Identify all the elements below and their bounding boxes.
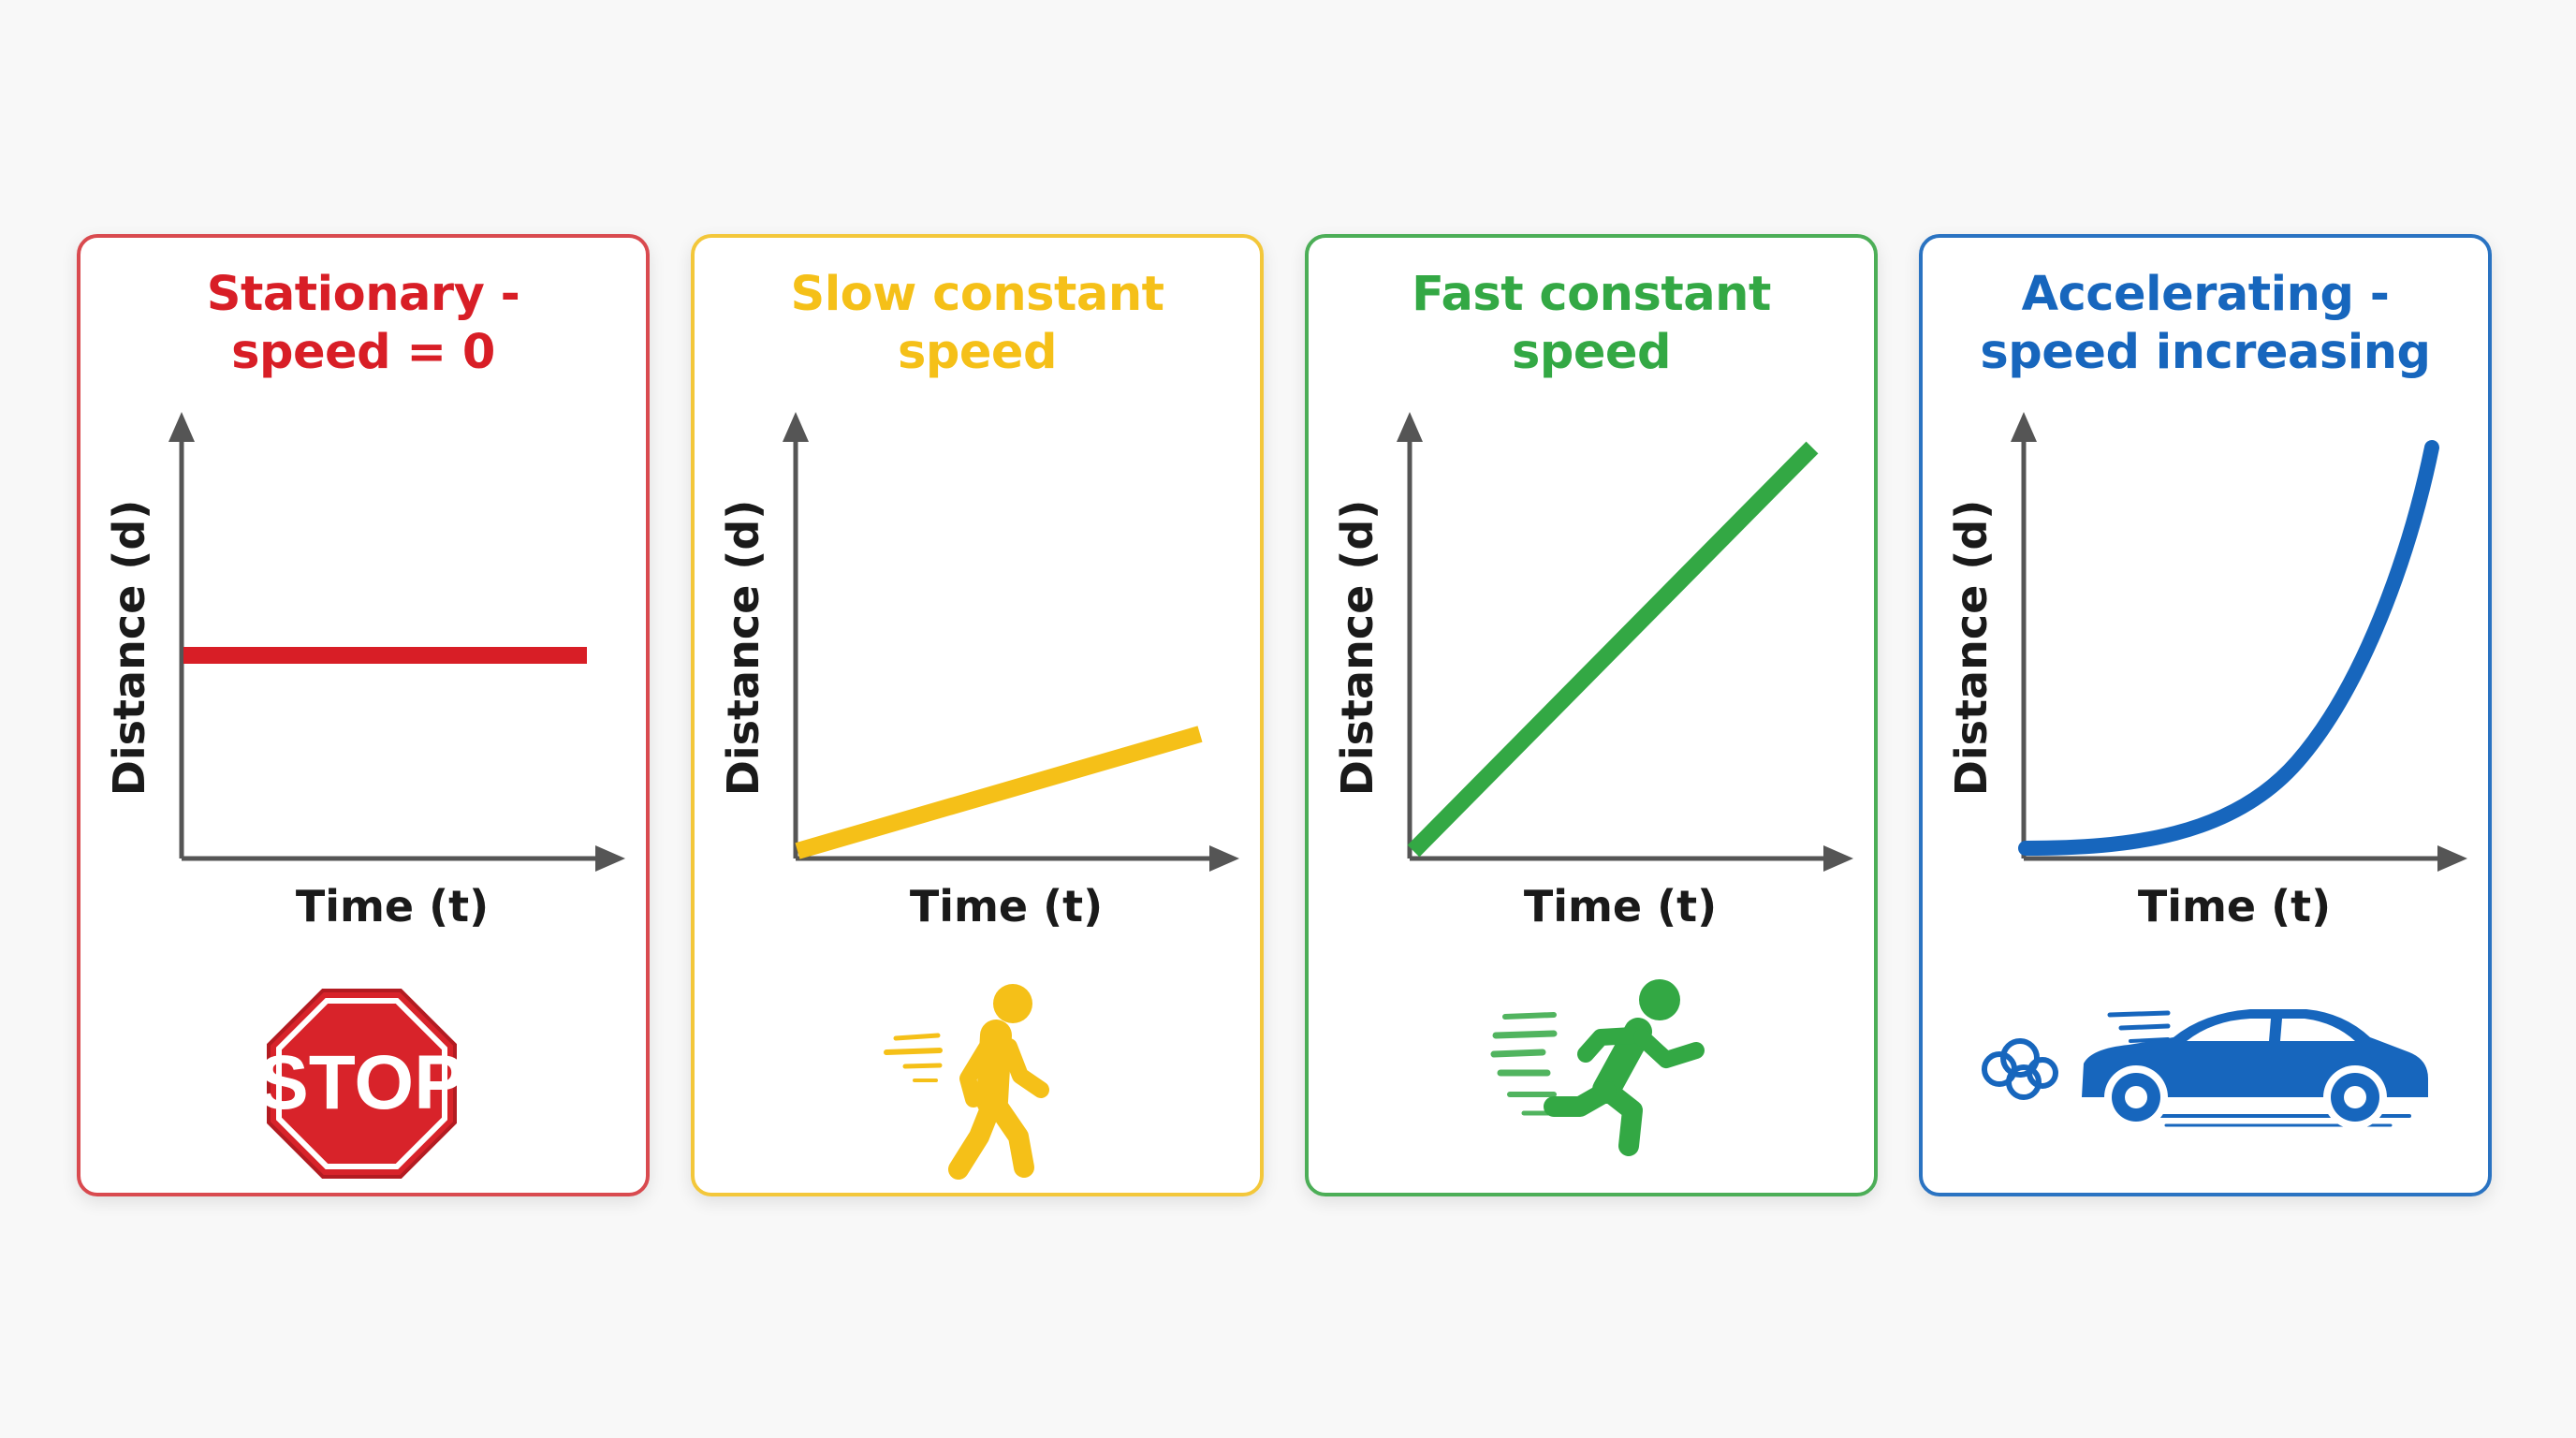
x-axis-arrow bbox=[2437, 845, 2467, 872]
running-person-icon bbox=[1490, 979, 1705, 1156]
x-axis-label: Time (t) bbox=[2138, 881, 2331, 932]
icon-area bbox=[695, 959, 1260, 1183]
x-axis-label: Time (t) bbox=[1524, 881, 1717, 932]
card-title: Slow constant speed bbox=[790, 267, 1164, 380]
car-icon bbox=[1982, 1009, 2428, 1129]
card-title: Stationary - speed = 0 bbox=[206, 267, 520, 380]
y-axis-arrow bbox=[783, 412, 809, 442]
stop-sign-text: STOP bbox=[257, 1040, 465, 1125]
distance-line bbox=[795, 726, 1203, 859]
card-accelerating: Accelerating - speed increasing Distance… bbox=[1919, 234, 2492, 1196]
card-title: Fast constant speed bbox=[1412, 267, 1771, 380]
y-axis-label: Distance (d) bbox=[1946, 500, 1997, 797]
y-axis-label: Distance (d) bbox=[718, 500, 768, 797]
stop-sign-icon: STOP bbox=[257, 989, 465, 1179]
x-axis-arrow bbox=[1823, 845, 1853, 872]
distance-time-graph: Distance (d) Time (t) bbox=[718, 412, 1239, 932]
y-axis-arrow bbox=[2011, 412, 2037, 442]
icon-area: STOP bbox=[80, 959, 646, 1183]
y-axis-arrow bbox=[168, 412, 195, 442]
distance-time-graph: Distance (d) Time (t) bbox=[1332, 412, 1853, 932]
card-title: Accelerating - speed increasing bbox=[1980, 267, 2431, 380]
card-slow-constant-speed: Slow constant speed Distance (d) Time (t… bbox=[691, 234, 1264, 1196]
distance-time-graph: Distance (d) Time (t) bbox=[104, 412, 625, 932]
icon-area bbox=[1923, 959, 2488, 1183]
distance-curve bbox=[2018, 440, 2439, 856]
x-axis-label: Time (t) bbox=[910, 881, 1103, 932]
y-axis-label: Distance (d) bbox=[1332, 500, 1383, 797]
y-axis-label: Distance (d) bbox=[104, 500, 154, 797]
distance-line bbox=[1407, 441, 1819, 858]
walking-person-icon bbox=[884, 984, 1049, 1180]
x-axis-label: Time (t) bbox=[296, 881, 489, 932]
distance-time-graph: Distance (d) Time (t) bbox=[1946, 412, 2467, 932]
y-axis-arrow bbox=[1397, 412, 1423, 442]
card-fast-constant-speed: Fast constant speed Distance (d) Time (t… bbox=[1305, 234, 1878, 1196]
x-axis-arrow bbox=[1209, 845, 1239, 872]
card-stationary: Stationary - speed = 0 Distance (d) Time… bbox=[77, 234, 650, 1196]
x-axis-arrow bbox=[595, 845, 625, 872]
icon-area bbox=[1309, 959, 1874, 1183]
